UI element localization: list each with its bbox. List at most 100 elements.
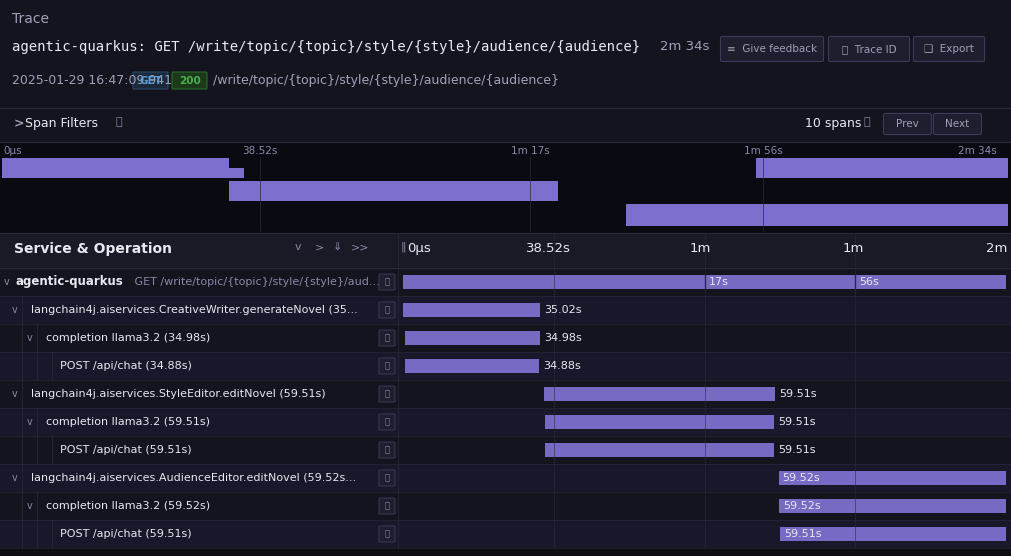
Bar [0, 268, 1011, 296]
Text: completion llama3.2 (34.98s): completion llama3.2 (34.98s) [45, 333, 210, 343]
Text: POST /api/chat (34.88s): POST /api/chat (34.88s) [60, 361, 192, 371]
FancyBboxPatch shape [379, 274, 395, 290]
Text: 34.88s: 34.88s [543, 361, 581, 371]
Text: GET /write/topic/{topic}/style/{style}/aud...: GET /write/topic/{topic}/style/{style}/a… [131, 277, 380, 287]
FancyBboxPatch shape [172, 72, 207, 89]
Text: v: v [12, 473, 18, 483]
Text: GET: GET [140, 76, 162, 86]
Bar [0, 296, 1011, 324]
Text: ⎙: ⎙ [384, 502, 389, 510]
Text: ⓘ: ⓘ [864, 117, 870, 127]
Text: langchain4j.aiservices.AudienceEditor.editNovel (59.52s...: langchain4j.aiservices.AudienceEditor.ed… [31, 473, 356, 483]
Bar [0, 380, 1011, 408]
Text: langchain4j.aiservices.StyleEditor.editNovel (59.51s): langchain4j.aiservices.StyleEditor.editN… [31, 389, 326, 399]
Text: Prev: Prev [896, 119, 919, 129]
Text: ⎙: ⎙ [384, 277, 389, 286]
Text: v: v [27, 501, 33, 511]
Text: >: > [315, 242, 325, 252]
Bar [0, 352, 1011, 380]
Bar [404, 331, 540, 345]
Bar [229, 181, 558, 201]
Text: 34.98s: 34.98s [544, 333, 581, 343]
Bar [403, 302, 541, 317]
Text: 1m 17s: 1m 17s [511, 146, 549, 156]
FancyBboxPatch shape [914, 37, 985, 62]
Text: 59.52s: 59.52s [784, 501, 821, 511]
FancyBboxPatch shape [828, 37, 910, 62]
Text: v: v [27, 417, 33, 427]
Text: 2m: 2m [986, 242, 1007, 255]
FancyBboxPatch shape [884, 113, 931, 135]
Text: ⎙: ⎙ [384, 305, 389, 315]
Text: ⧉  Trace ID: ⧉ Trace ID [842, 44, 897, 54]
Bar [0, 408, 1011, 436]
Text: completion llama3.2 (59.51s): completion llama3.2 (59.51s) [45, 417, 210, 427]
Bar [2, 158, 229, 178]
Text: completion llama3.2 (59.52s): completion llama3.2 (59.52s) [45, 501, 210, 511]
Text: Span Filters: Span Filters [25, 117, 98, 130]
Text: 35.02s: 35.02s [545, 305, 582, 315]
Bar [403, 275, 1006, 289]
Bar [0, 520, 1011, 548]
Text: 59.51s: 59.51s [777, 445, 815, 455]
Text: 59.51s: 59.51s [778, 417, 816, 427]
Text: ‖: ‖ [401, 242, 406, 252]
FancyBboxPatch shape [379, 442, 395, 458]
Bar [229, 168, 244, 178]
Bar [545, 415, 774, 429]
Text: 56s: 56s [859, 277, 879, 287]
Text: 59.51s: 59.51s [779, 389, 817, 399]
Text: 38.52s: 38.52s [243, 146, 278, 156]
Bar [626, 204, 1008, 226]
Text: POST /api/chat (59.51s): POST /api/chat (59.51s) [60, 445, 192, 455]
Text: ⓘ: ⓘ [116, 117, 122, 127]
Text: ⎙: ⎙ [384, 418, 389, 426]
Text: ⎙: ⎙ [384, 529, 389, 539]
FancyBboxPatch shape [379, 386, 395, 402]
Text: ⎙: ⎙ [384, 334, 389, 342]
Text: v: v [12, 305, 18, 315]
Text: Next: Next [945, 119, 970, 129]
Text: v: v [27, 333, 33, 343]
Text: ⎙: ⎙ [384, 361, 389, 370]
Bar [0, 492, 1011, 520]
Text: ≡  Give feedback: ≡ Give feedback [727, 44, 817, 54]
Bar [778, 471, 1006, 485]
Text: ⎙: ⎙ [384, 445, 389, 454]
Bar [0, 233, 1011, 268]
Bar [0, 436, 1011, 464]
Text: v: v [295, 242, 301, 252]
Text: 1m: 1m [842, 242, 863, 255]
FancyBboxPatch shape [379, 498, 395, 514]
Bar [0, 324, 1011, 352]
Bar [779, 527, 1006, 542]
Text: ⇓: ⇓ [333, 242, 343, 252]
Text: 38.52s: 38.52s [526, 242, 570, 255]
Text: Service & Operation: Service & Operation [14, 242, 172, 256]
Text: 10 spans: 10 spans [805, 117, 861, 130]
FancyBboxPatch shape [721, 37, 824, 62]
Text: v: v [4, 277, 10, 287]
FancyBboxPatch shape [379, 358, 395, 374]
Text: langchain4j.aiservices.CreativeWriter.generateNovel (35...: langchain4j.aiservices.CreativeWriter.ge… [31, 305, 358, 315]
Text: >: > [14, 117, 24, 130]
Bar [544, 387, 775, 401]
Text: ❑  Export: ❑ Export [924, 44, 974, 54]
Text: 2m 34s: 2m 34s [660, 40, 710, 53]
Text: 1m 56s: 1m 56s [744, 146, 783, 156]
Text: 2m 34s: 2m 34s [958, 146, 997, 156]
Text: 0μs: 0μs [3, 146, 21, 156]
Text: 59.51s: 59.51s [784, 529, 821, 539]
Text: ⎙: ⎙ [384, 474, 389, 483]
Text: 2025-01-29 16:47:09.941: 2025-01-29 16:47:09.941 [12, 74, 172, 87]
FancyBboxPatch shape [379, 330, 395, 346]
Text: /write/topic/{topic}/style/{style}/audience/{audience}: /write/topic/{topic}/style/{style}/audie… [213, 74, 559, 87]
Bar [756, 158, 1008, 178]
FancyBboxPatch shape [133, 72, 168, 89]
Bar [404, 359, 539, 373]
FancyBboxPatch shape [379, 470, 395, 486]
Text: 200: 200 [179, 76, 200, 86]
Bar [779, 499, 1006, 513]
Text: agentic-quarkus: agentic-quarkus [16, 276, 123, 289]
Text: ⎙: ⎙ [384, 390, 389, 399]
